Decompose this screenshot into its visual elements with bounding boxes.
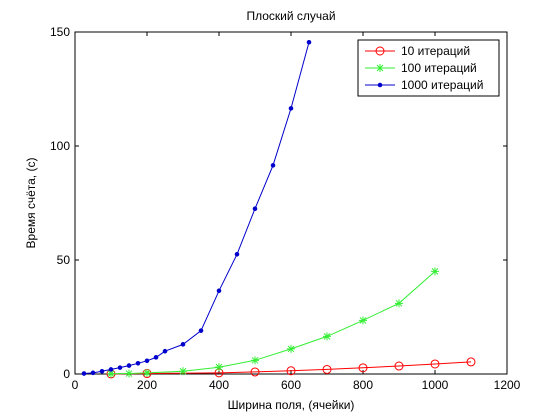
data-point xyxy=(250,367,260,377)
data-point xyxy=(125,369,133,378)
y-tick-label: 150 xyxy=(50,25,70,39)
data-point xyxy=(270,163,276,168)
x-axis-label: Ширина поля, (ячейки) xyxy=(228,398,355,412)
legend-label: 10 итераций xyxy=(401,44,470,58)
legend-marker xyxy=(375,46,385,56)
data-point xyxy=(395,299,403,308)
x-tick-label: 400 xyxy=(209,378,229,392)
x-tick-label: 800 xyxy=(353,378,373,392)
y-tick-label: 0 xyxy=(63,367,70,381)
data-point xyxy=(215,363,223,372)
axes: 0 200 400 600 800 1000 1200 0 50 100 150 xyxy=(50,25,521,392)
legend-item: 10 итераций xyxy=(365,44,470,58)
data-point xyxy=(108,367,114,372)
x-tick-label: 200 xyxy=(137,378,157,392)
data-point xyxy=(358,363,368,373)
series-2 xyxy=(107,267,439,378)
data-point xyxy=(162,348,168,354)
y-tick-label: 50 xyxy=(57,253,71,267)
data-point xyxy=(216,288,222,294)
data-point xyxy=(234,252,240,257)
data-point xyxy=(135,360,141,366)
x-tick-label: 0 xyxy=(72,378,79,392)
data-point xyxy=(466,357,476,367)
data-point xyxy=(126,363,132,368)
x-tick-label: 1200 xyxy=(494,378,521,392)
y-tick-label: 100 xyxy=(50,139,70,153)
series-layer xyxy=(81,39,476,379)
data-point xyxy=(179,367,187,376)
data-point xyxy=(286,366,296,376)
legend-label: 1000 итераций xyxy=(401,78,483,92)
legend-marker xyxy=(377,82,383,88)
legend-marker xyxy=(376,64,384,72)
data-point xyxy=(251,356,259,365)
data-point xyxy=(287,344,295,353)
data-point xyxy=(107,369,115,378)
data-point xyxy=(306,39,312,45)
legend: 10 итераций 100 итераций 1000 итераций xyxy=(357,39,500,97)
data-point xyxy=(359,316,367,325)
data-point xyxy=(153,355,159,360)
y-axis-label: Время счёта, (с) xyxy=(24,158,38,249)
data-point xyxy=(323,332,331,341)
legend-item: 100 итераций xyxy=(365,61,477,75)
data-point xyxy=(431,267,439,276)
data-point xyxy=(143,368,151,377)
data-point xyxy=(81,371,87,376)
data-point xyxy=(430,359,440,369)
data-point xyxy=(252,206,258,211)
data-point xyxy=(198,328,204,333)
series-3 xyxy=(81,39,312,376)
data-point xyxy=(99,368,105,374)
x-tick-label: 1000 xyxy=(422,378,449,392)
legend-label: 100 итераций xyxy=(401,61,477,75)
chart-title: Плоский случай xyxy=(246,9,335,23)
data-point xyxy=(90,370,96,376)
data-point xyxy=(117,365,123,370)
legend-item: 1000 итераций xyxy=(365,78,483,92)
data-point xyxy=(288,106,294,111)
data-point xyxy=(394,361,404,371)
data-point xyxy=(322,364,332,374)
x-tick-label: 600 xyxy=(281,378,301,392)
data-point xyxy=(180,342,186,347)
data-point xyxy=(144,358,150,364)
